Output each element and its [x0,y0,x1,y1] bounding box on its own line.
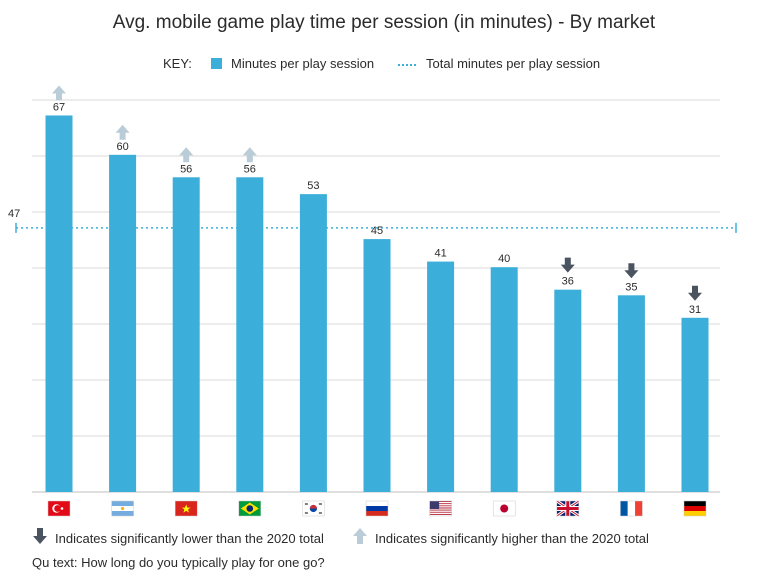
legend-prefix: KEY: [163,56,192,71]
question-text: Qu text: How long do you typically play … [32,555,325,570]
legend-total-label: Total minutes per play session [426,56,601,71]
flag-vietnam-icon [174,500,198,517]
bar-value-label: 35 [625,281,637,293]
bar-value-label: 56 [180,163,192,175]
bar [45,115,73,493]
bar [617,295,645,492]
bar-value-label: 31 [689,304,701,316]
bar [363,239,391,492]
arrow-up-icon [179,147,194,163]
arrow-up-icon [52,85,66,101]
arrow-up-icon [115,124,130,140]
reference-line-label: 47 [8,208,20,220]
flag-brazil-icon [238,500,262,517]
bar [172,177,200,492]
bar-value-label: 56 [244,163,256,175]
arrow-down-icon [560,257,575,273]
bar-value-label: 41 [434,248,446,260]
arrow-down-icon [33,528,47,544]
arrow-down-icon [624,263,639,279]
legend-swatch-icon [211,58,222,69]
bar-value-label: 36 [562,276,574,288]
bar [681,317,709,492]
lower-note: Indicates significantly lower than the 2… [55,531,324,546]
flag-united-states-icon [429,500,452,517]
flag-argentina-icon [111,500,134,517]
bar-value-label: 67 [53,101,65,113]
arrow-down-icon [688,285,702,301]
bar [299,194,327,492]
bar-value-label: 45 [371,225,383,237]
bar [427,261,455,492]
bar [236,177,264,492]
arrow-up-icon [242,147,257,163]
flag-turkey-icon [47,500,71,517]
bar-value-label: 40 [498,253,510,265]
chart-legend: KEY: Minutes per play session Total minu… [0,56,768,74]
flag-south-korea-icon [302,500,325,517]
chart-title: Avg. mobile game play time per session (… [112,12,656,33]
legend-dotted-line-icon [398,64,416,66]
flag-japan-icon [492,500,516,517]
arrow-up-icon [353,528,367,544]
bar-value-label: 53 [307,180,319,192]
bar-value-label: 60 [116,141,128,153]
bar [109,154,137,493]
flag-russia-icon [365,500,389,517]
bar [490,267,518,492]
higher-note: Indicates significantly higher than the … [375,531,649,546]
bar [554,289,582,492]
flag-france-icon [620,500,643,517]
flag-united-kingdom-icon [555,499,580,518]
flag-germany-icon [683,500,707,517]
legend-series-label: Minutes per play session [231,56,375,71]
